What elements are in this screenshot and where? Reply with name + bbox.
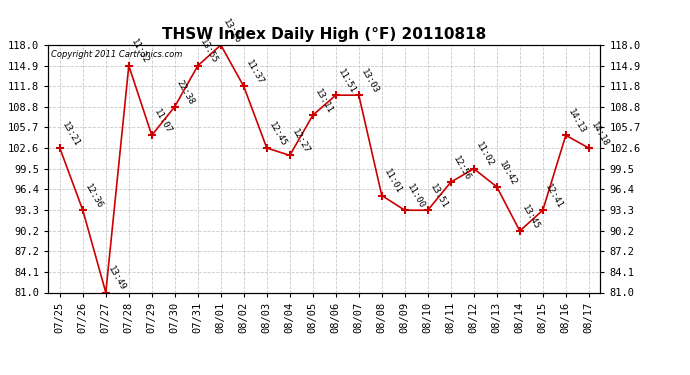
Text: 14:13: 14:13 [566, 108, 587, 135]
Text: 12:45: 12:45 [267, 120, 288, 148]
Text: 13:11: 13:11 [313, 87, 334, 115]
Title: THSW Index Daily High (°F) 20110818: THSW Index Daily High (°F) 20110818 [162, 27, 486, 42]
Text: 12:27: 12:27 [290, 128, 311, 155]
Text: 14:18: 14:18 [589, 120, 610, 148]
Text: 22:38: 22:38 [175, 79, 196, 106]
Text: 10:42: 10:42 [497, 159, 518, 187]
Text: 11:07: 11:07 [152, 108, 173, 135]
Text: 13:26: 13:26 [221, 17, 242, 45]
Text: 11:37: 11:37 [244, 59, 265, 87]
Text: 13:51: 13:51 [428, 183, 449, 210]
Text: 13:55: 13:55 [198, 38, 219, 66]
Text: 11:01: 11:01 [382, 168, 403, 195]
Text: 13:45: 13:45 [520, 203, 541, 231]
Text: 12:56: 12:56 [451, 154, 472, 182]
Text: 12:36: 12:36 [83, 183, 104, 210]
Text: 11:02: 11:02 [474, 141, 495, 169]
Text: 11:51: 11:51 [336, 68, 357, 95]
Text: 13:03: 13:03 [359, 68, 380, 95]
Text: Copyright 2011 Cartronics.com: Copyright 2011 Cartronics.com [51, 50, 182, 59]
Text: 11:00: 11:00 [405, 183, 426, 210]
Text: 13:21: 13:21 [60, 120, 81, 148]
Text: 11:32: 11:32 [129, 38, 150, 66]
Text: 12:41: 12:41 [543, 183, 564, 210]
Text: 13:49: 13:49 [106, 265, 127, 292]
